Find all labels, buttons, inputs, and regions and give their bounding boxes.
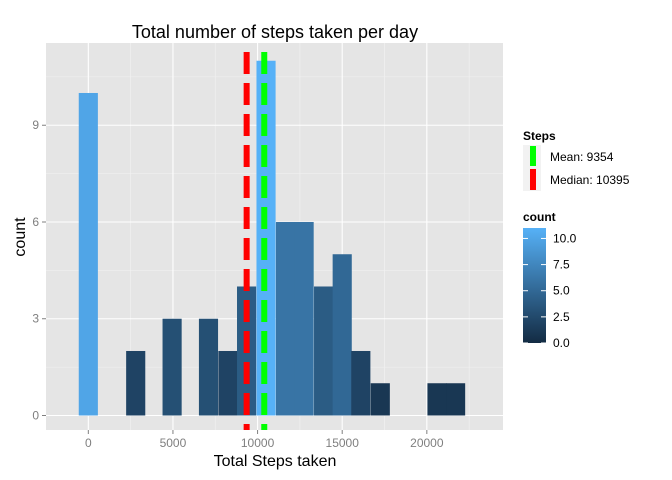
x-axis-title: Total Steps taken	[214, 453, 337, 470]
y-tick-label: 6	[32, 215, 39, 229]
legend-count-title: count	[523, 210, 556, 224]
histogram-bar	[446, 383, 466, 416]
colorbar-tick-label: 0.0	[553, 336, 570, 350]
colorbar-tick-label: 7.5	[553, 258, 570, 272]
legend-key-background	[523, 145, 541, 191]
histogram-bar	[314, 286, 334, 416]
histogram-bar	[78, 92, 98, 416]
histogram-bar	[126, 350, 146, 416]
legend-steps: Steps Mean: 9354 Median: 10395	[523, 129, 630, 191]
legend-count: count 10.0 7.5 5.0 2.5 0.0	[523, 210, 577, 350]
reference-lines	[243, 52, 268, 430]
histogram-bar	[370, 383, 390, 416]
legend-count-ticks: 10.0 7.5 5.0 2.5 0.0	[523, 231, 577, 350]
histogram-bar	[218, 350, 238, 416]
y-tick-label: 0	[32, 408, 39, 422]
colorbar-tick-label: 10.0	[553, 231, 577, 245]
histogram-bar	[294, 221, 314, 416]
x-tick-label: 15000	[326, 436, 360, 450]
x-tick-label: 0	[85, 436, 92, 450]
legend-steps-title: Steps	[523, 129, 556, 143]
y-axis-title: count	[12, 217, 29, 257]
y-tick-label: 9	[32, 118, 39, 132]
x-tick-label: 5000	[160, 436, 187, 450]
histogram-bar	[351, 350, 371, 416]
legend-steps-item: Mean: 9354	[530, 146, 614, 166]
bars	[78, 60, 466, 416]
legend-steps-item: Median: 10395	[530, 169, 630, 190]
legend-count-colorbar	[523, 228, 546, 343]
x-tick-label: 20000	[410, 436, 444, 450]
legend-steps-label-median: Median: 10395	[550, 173, 630, 187]
y-tick-label: 3	[32, 312, 39, 326]
colorbar-tick-label: 2.5	[553, 310, 570, 324]
colorbar-tick-label: 5.0	[553, 284, 570, 298]
histogram-bar	[332, 254, 352, 416]
histogram-bar	[275, 221, 296, 416]
histogram-bar	[198, 318, 219, 416]
legend-steps-swatch-median	[530, 169, 536, 190]
histogram-bar	[427, 383, 447, 416]
legend-steps-swatch-mean	[530, 146, 536, 166]
chart-title: Total number of steps taken per day	[132, 22, 418, 42]
x-axis-ticks: 0 5000 10000 15000 20000	[85, 430, 444, 450]
y-axis-ticks: 0 3 6 9	[32, 118, 46, 422]
histogram-bar	[162, 318, 182, 416]
legend-steps-label-mean: Mean: 9354	[550, 150, 614, 164]
x-tick-label: 10000	[241, 436, 275, 450]
